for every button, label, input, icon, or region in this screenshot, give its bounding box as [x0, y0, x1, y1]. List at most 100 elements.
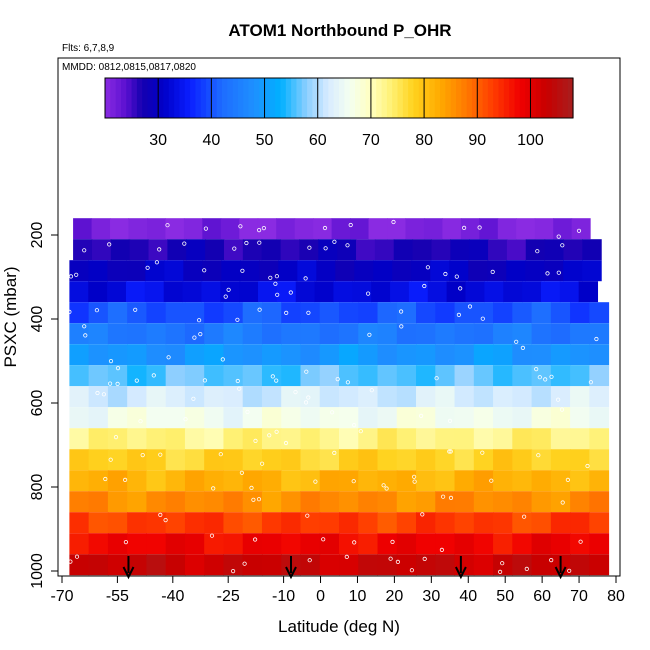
heatmap-cell	[261, 449, 282, 471]
measurement-point	[329, 410, 335, 415]
heatmap-cell	[88, 344, 109, 366]
heatmap-cell	[88, 554, 109, 576]
heatmap-cell	[435, 554, 456, 576]
heatmap-cell	[396, 386, 417, 408]
measurement-point	[256, 497, 262, 502]
heatmap-cell	[339, 323, 359, 345]
colorbar-swatch	[541, 78, 548, 118]
heatmap-cell	[184, 302, 205, 324]
heatmap-cell	[201, 281, 221, 303]
heatmap-cell	[146, 491, 167, 513]
heatmap-cell	[589, 449, 610, 471]
colorbar-swatch	[519, 78, 526, 118]
heatmap-cell	[465, 281, 485, 303]
heatmap-cell	[570, 344, 590, 366]
heatmap-cell	[300, 470, 321, 492]
x-tick-label: 30	[422, 588, 440, 605]
heatmap-cell	[435, 323, 456, 345]
colorbar-ticks: 30 40 50 60 70 80 90 100	[149, 78, 544, 149]
heatmap-cell	[128, 218, 148, 240]
measurement-point	[307, 558, 312, 563]
heatmap-cell	[333, 281, 353, 303]
heatmap-cell	[204, 386, 224, 408]
heatmap-cell	[493, 470, 513, 492]
heatmap-cell	[339, 365, 359, 387]
heatmap-cell	[589, 512, 610, 534]
heatmap-cell	[531, 554, 552, 576]
heatmap-cell	[358, 533, 379, 555]
colorbar-swatch	[248, 78, 255, 118]
heatmap-cell	[468, 260, 488, 282]
heatmap-cell	[396, 512, 417, 534]
measurement-point	[270, 374, 275, 379]
measurement-point	[304, 369, 309, 374]
heatmap-cell	[454, 491, 475, 513]
measurement-point	[560, 500, 565, 505]
heatmap-cell	[331, 218, 351, 240]
heatmap-cell	[146, 554, 167, 576]
heatmap-cell	[107, 260, 127, 282]
colorbar-swatch	[450, 78, 457, 118]
heatmap-cell	[281, 449, 301, 471]
heatmap-cell	[281, 407, 301, 429]
heatmap-cell	[387, 218, 406, 240]
colorbar-swatch	[115, 78, 122, 118]
heatmap-cell	[204, 428, 224, 450]
measurement-point	[535, 249, 540, 254]
colorbar-swatch	[136, 78, 143, 118]
heatmap-cell	[416, 302, 436, 324]
colorbar-swatch	[445, 78, 452, 118]
measurement-point	[434, 376, 439, 381]
heatmap-cell	[319, 533, 340, 555]
measurement-point	[440, 494, 446, 499]
heatmap-cell	[531, 302, 552, 324]
measurement-point	[218, 452, 223, 457]
colorbar-swatch	[110, 78, 117, 118]
heatmap-cell	[339, 407, 359, 429]
measurement-point	[425, 265, 430, 270]
heatmap-cell	[531, 428, 552, 450]
colorbar-swatch	[120, 78, 127, 118]
measurement-point	[461, 225, 467, 230]
heatmap-cell	[91, 218, 111, 240]
heatmap-cell	[377, 491, 398, 513]
heatmap-cell	[512, 428, 533, 450]
colorbar-swatch	[179, 78, 186, 118]
colorbar-tick-label: 90	[468, 132, 486, 149]
heatmap-cell	[281, 428, 301, 450]
heatmap-cell	[335, 260, 355, 282]
heatmap-cell	[450, 239, 470, 261]
measurement-point	[480, 450, 485, 455]
heatmap-cell	[184, 470, 205, 492]
measurement-point	[226, 287, 231, 292]
heatmap-cell	[242, 428, 263, 450]
heatmap-cell	[202, 218, 222, 240]
heatmap-cell	[570, 491, 590, 513]
heatmap-cell	[454, 470, 475, 492]
measurement-point	[283, 440, 289, 446]
heatmap-cell	[183, 218, 203, 240]
measurement-point	[293, 389, 298, 395]
x-tick-label: -70	[50, 588, 73, 605]
colorbar-swatch	[440, 78, 446, 118]
arrow-markers	[122, 556, 567, 580]
colorbar-swatch	[487, 78, 494, 118]
colorbar-swatch	[434, 78, 441, 118]
heatmap-cell	[339, 386, 359, 408]
colorbar-swatch	[237, 78, 244, 118]
heatmap-cell	[512, 344, 533, 366]
colorbar-swatch	[328, 78, 335, 118]
colorbar-swatch	[317, 78, 324, 118]
heatmap-cell	[488, 239, 508, 261]
measurement-point	[261, 226, 266, 231]
heatmap-cell	[377, 428, 398, 450]
colorbar-swatch	[291, 78, 298, 118]
heatmap-cell	[314, 281, 334, 303]
measurement-point	[273, 281, 278, 286]
heatmap-cell	[516, 218, 536, 240]
heatmap-cell	[165, 344, 186, 366]
heatmap-cell	[506, 239, 527, 261]
heatmap-cell	[163, 281, 184, 303]
heatmap-cell	[525, 239, 546, 261]
heatmap-cell	[165, 323, 186, 345]
